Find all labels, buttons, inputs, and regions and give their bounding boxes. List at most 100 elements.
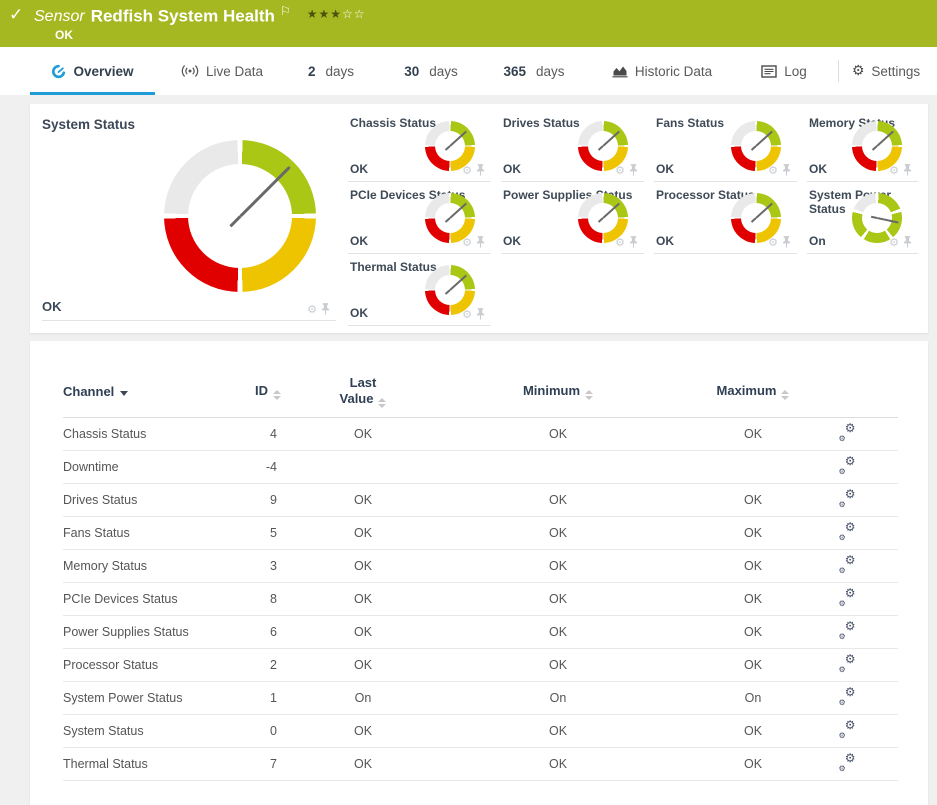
pin-icon[interactable] xyxy=(903,164,912,176)
table-row-power-supplies-status: Power Supplies Status 6 OK OK OK ⚙ ⚙ xyxy=(63,616,898,650)
channel-settings-gears-icon[interactable]: ⚙ ⚙ xyxy=(838,486,856,509)
channel-name[interactable]: Processor Status xyxy=(63,658,159,673)
pin-icon[interactable] xyxy=(476,308,485,320)
channel-maximum: On xyxy=(744,691,762,706)
channel-name[interactable]: Downtime xyxy=(63,460,119,475)
channel-settings-gears-icon[interactable]: ⚙ ⚙ xyxy=(838,651,856,674)
pin-icon[interactable] xyxy=(629,164,638,176)
tab-label: days xyxy=(429,63,458,79)
channel-name[interactable]: Memory Status xyxy=(63,559,148,574)
channel-last-value: OK xyxy=(353,724,373,739)
star-filled-icon[interactable]: ★ xyxy=(318,7,331,22)
gear-icon[interactable]: ⚙ xyxy=(768,236,778,249)
gauge-needle xyxy=(133,109,348,324)
gauge-cell-pcie-devices-status: PCIe Devices Status OK ⚙ xyxy=(348,182,491,254)
channel-settings-gears-icon[interactable]: ⚙ ⚙ xyxy=(838,750,856,773)
tab-number: 365 xyxy=(503,63,526,79)
channel-gauge-title: Processor Status xyxy=(656,188,755,202)
channel-gauge xyxy=(425,121,475,171)
channel-name[interactable]: Chassis Status xyxy=(63,427,147,442)
gear-icon[interactable]: ⚙ xyxy=(307,303,317,316)
channel-name[interactable]: Fans Status xyxy=(63,526,130,541)
channel-name[interactable]: Power Supplies Status xyxy=(63,625,189,640)
gear-icon[interactable]: ⚙ xyxy=(615,236,625,249)
status-check-icon: ✓ xyxy=(9,5,24,25)
channel-settings-gears-icon[interactable]: ⚙ ⚙ xyxy=(838,717,856,740)
channel-gauge-title: Thermal Status xyxy=(350,260,437,274)
star-filled-icon[interactable]: ★ xyxy=(330,7,342,22)
channel-minimum: OK xyxy=(548,427,568,442)
channel-minimum: OK xyxy=(548,658,568,673)
pin-icon[interactable] xyxy=(903,236,912,248)
channel-gauge xyxy=(578,193,628,243)
channel-last-value: OK xyxy=(353,592,373,607)
channel-name[interactable]: Drives Status xyxy=(63,493,138,508)
col-label: Channel xyxy=(63,384,115,400)
col-header-maximum[interactable]: Maximum xyxy=(683,383,823,401)
table-row-fans-status: Fans Status 5 OK OK OK ⚙ ⚙ xyxy=(63,517,898,551)
channel-settings-gears-icon[interactable]: ⚙ ⚙ xyxy=(838,420,856,443)
channel-maximum: OK xyxy=(743,559,763,574)
channel-settings-gears-icon[interactable]: ⚙ ⚙ xyxy=(838,552,856,575)
pin-icon[interactable] xyxy=(782,164,791,176)
system-status-gauge-cell: System Status OK ⚙ xyxy=(42,110,336,321)
channel-minimum: OK xyxy=(548,526,568,541)
pin-icon[interactable] xyxy=(782,236,791,248)
flag-icon[interactable]: ⚐ xyxy=(279,4,291,18)
pin-icon[interactable] xyxy=(476,164,485,176)
channel-settings-gears-icon[interactable]: ⚙ ⚙ xyxy=(838,453,856,476)
gauge-cell-drives-status: Drives Status OK ⚙ xyxy=(501,110,644,182)
gear-icon[interactable]: ⚙ xyxy=(768,164,778,177)
gear-icon[interactable]: ⚙ xyxy=(615,164,625,177)
tab-label: days xyxy=(536,63,565,79)
col-header-id[interactable]: ID xyxy=(243,383,293,401)
gear-icon[interactable]: ⚙ xyxy=(462,308,472,321)
star-empty-icon[interactable]: ☆ xyxy=(353,7,366,22)
table-row-thermal-status: Thermal Status 7 OK OK OK ⚙ ⚙ xyxy=(63,748,898,782)
channel-name[interactable]: Thermal Status xyxy=(63,757,148,772)
tab-overview[interactable]: Overview xyxy=(30,47,155,95)
tab-365-days[interactable]: 365 days xyxy=(498,47,570,95)
channel-settings-gears-icon[interactable]: ⚙ ⚙ xyxy=(838,684,856,707)
col-label: Last xyxy=(349,375,377,390)
channel-id: 6 xyxy=(270,625,277,640)
gauge-cell-chassis-status: Chassis Status OK ⚙ xyxy=(348,110,491,182)
table-row-processor-status: Processor Status 2 OK OK OK ⚙ ⚙ xyxy=(63,649,898,683)
channel-gauge-title: Fans Status xyxy=(656,116,725,130)
channel-gauge-title: Chassis Status xyxy=(350,116,437,130)
channel-id: 9 xyxy=(270,493,277,508)
channel-last-value: On xyxy=(354,691,372,706)
channel-maximum: OK xyxy=(743,724,763,739)
col-header-minimum[interactable]: Minimum xyxy=(433,383,683,401)
tab-log[interactable]: Log xyxy=(758,47,810,95)
sensor-header: ✓ Sensor Redfish System Health ⚐ ★★★☆☆ OK xyxy=(0,0,937,47)
channel-name[interactable]: System Status xyxy=(63,724,144,739)
pin-icon[interactable] xyxy=(629,236,638,248)
channel-name[interactable]: PCIe Devices Status xyxy=(63,592,178,607)
rating-stars[interactable]: ★★★☆☆ xyxy=(307,7,366,21)
object-kind-label: Sensor xyxy=(34,8,85,26)
channel-settings-gears-icon[interactable]: ⚙ ⚙ xyxy=(838,519,856,542)
gear-icon[interactable]: ⚙ xyxy=(462,236,472,249)
channel-id: 8 xyxy=(270,592,277,607)
star-filled-icon[interactable]: ★ xyxy=(306,7,319,22)
tab-30-days[interactable]: 30 days xyxy=(398,47,464,95)
channel-settings-gears-icon[interactable]: ⚙ ⚙ xyxy=(838,585,856,608)
settings-icon: ⚙ xyxy=(851,63,865,79)
pin-icon[interactable] xyxy=(476,236,485,248)
channel-settings-gears-icon[interactable]: ⚙ ⚙ xyxy=(838,618,856,641)
col-header-channel[interactable]: Channel xyxy=(63,384,243,399)
col-header-last-value[interactable]: Last Value xyxy=(293,375,433,409)
pin-icon[interactable] xyxy=(321,303,330,315)
tab-settings[interactable]: ⚙ Settings xyxy=(846,47,926,95)
gear-icon[interactable]: ⚙ xyxy=(462,164,472,177)
star-empty-icon[interactable]: ☆ xyxy=(342,7,354,22)
gear-icon[interactable]: ⚙ xyxy=(889,236,899,249)
sort-icon xyxy=(273,390,281,401)
tab-2-days[interactable]: 2 days xyxy=(300,47,362,95)
gear-icon[interactable]: ⚙ xyxy=(889,164,899,177)
tab-label: Live Data xyxy=(205,63,264,79)
channel-name[interactable]: System Power Status xyxy=(63,691,183,706)
tab-historic-data[interactable]: Historic Data xyxy=(608,47,716,95)
tab-live-data[interactable]: Live Data xyxy=(172,47,272,95)
